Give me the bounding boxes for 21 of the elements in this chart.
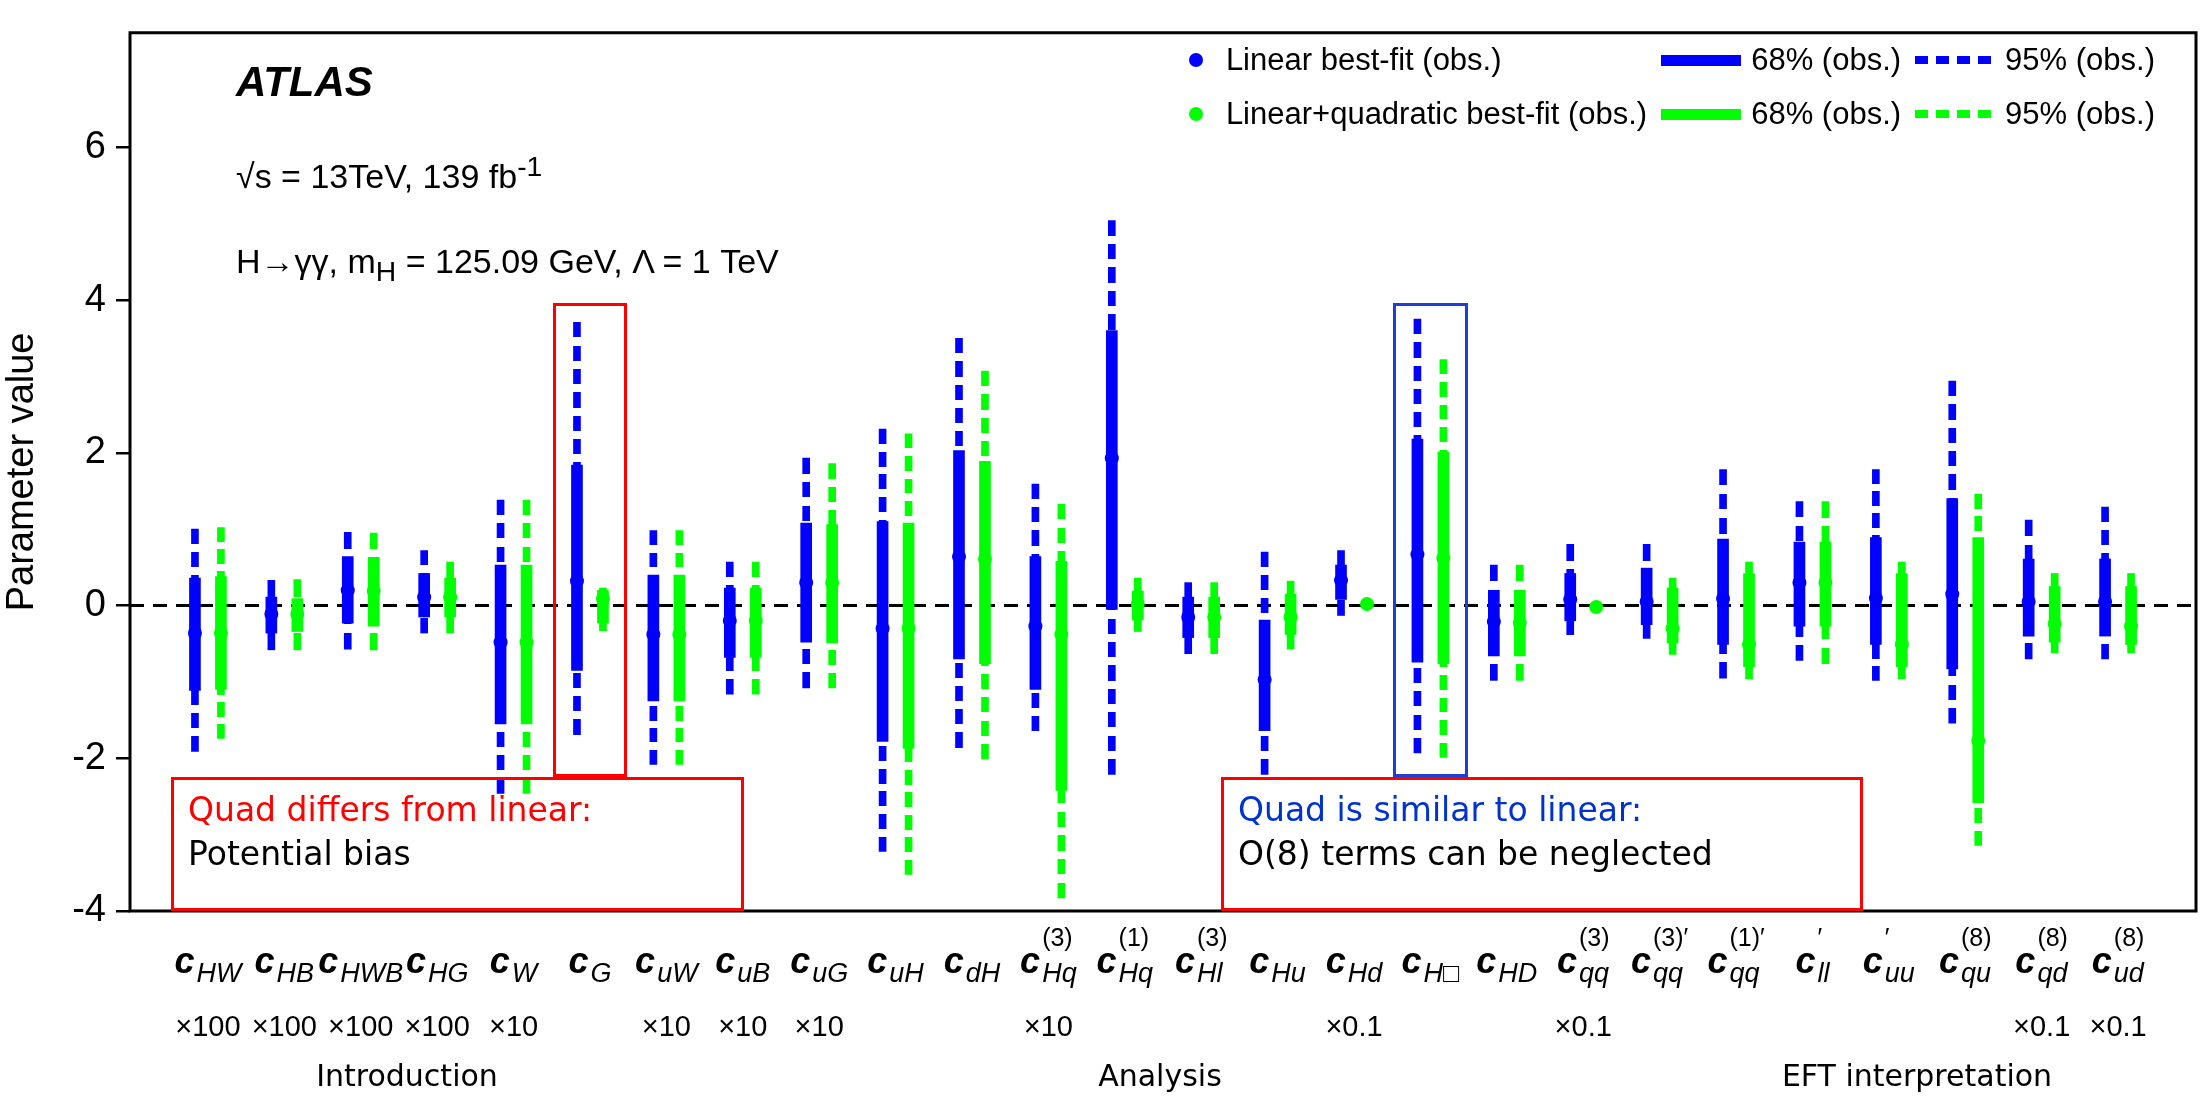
legend-label: 68% (obs.) <box>1751 96 1902 132</box>
y-tick-label: 6 <box>84 123 106 166</box>
y-tick-label: -4 <box>72 887 106 930</box>
legend-label: 68% (obs.) <box>1751 42 1902 78</box>
annotation: √s = 13TeV, 139 fb$^{-1}$ <box>236 150 543 197</box>
y-tick-label: 4 <box>84 276 106 319</box>
annotation: H→γγ, m$_{H}$ = 125.09 GeV, Λ = 1 TeV <box>236 242 779 288</box>
legend-label: 95% (obs.) <box>2005 96 2155 132</box>
legend-label: Linear best-fit (obs.) <box>1225 42 1502 78</box>
y-tick-label: -2 <box>72 734 106 777</box>
y-axis-title: Parameter value <box>0 332 42 612</box>
text: Analysis <box>1098 1058 1222 1093</box>
annotation: Quad differs from linear: Potential bias <box>188 789 594 875</box>
y-tick-label: 0 <box>84 582 106 625</box>
text: Introduction <box>316 1058 498 1093</box>
y-tick-label: 2 <box>84 429 106 472</box>
legend-label: Linear+quadratic best-fit (obs.) <box>1225 96 1648 132</box>
legend-label: 95% (obs.) <box>2005 42 2155 78</box>
annotation: Quad is similar to linear: O(8) terms can be neglected <box>1238 789 1714 875</box>
annotation: ATLAS <box>236 58 373 106</box>
text: EFT interpretation <box>1781 1058 2053 1093</box>
